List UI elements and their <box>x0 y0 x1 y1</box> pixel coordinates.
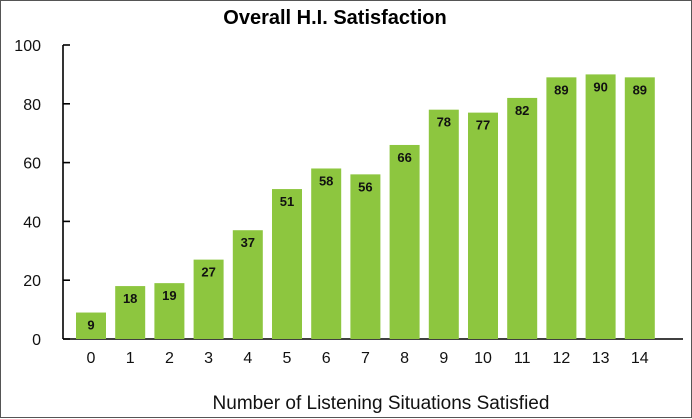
y-tick-label: 40 <box>23 214 41 231</box>
bar <box>546 77 577 339</box>
bar <box>311 168 342 339</box>
bar <box>193 259 224 339</box>
x-tick-label: 1 <box>126 350 135 367</box>
bar <box>389 144 420 339</box>
data-label: 51 <box>280 194 294 209</box>
data-label: 27 <box>201 265 215 280</box>
bar <box>272 189 302 339</box>
y-tick-label: 20 <box>23 273 41 290</box>
data-label: 66 <box>397 150 411 165</box>
data-label: 58 <box>319 173 333 188</box>
bar <box>507 97 538 339</box>
bar <box>232 230 263 339</box>
data-label: 78 <box>437 115 451 130</box>
bar <box>585 74 616 340</box>
data-label: 37 <box>241 235 255 250</box>
data-label: 77 <box>476 118 490 133</box>
x-axis-label: Number of Listening Situations Satisfied <box>213 393 550 414</box>
y-tick-label: 100 <box>14 38 41 55</box>
bar <box>624 77 655 339</box>
data-label: 56 <box>358 179 372 194</box>
bars: 9 18 19 27 37 51 58 56 66 78 77 82 89 90 89 <box>76 74 655 340</box>
data-label: 9 <box>87 318 94 333</box>
x-tick-label: 5 <box>283 350 292 367</box>
x-tick-label: 9 <box>439 350 448 367</box>
x-tick-label: 8 <box>400 350 409 367</box>
x-ticks: 0 1 2 3 4 5 6 7 8 9 10 11 12 13 14 <box>87 350 649 367</box>
x-tick-label: 13 <box>592 350 610 367</box>
data-label: 19 <box>162 288 176 303</box>
x-tick-label: 6 <box>322 350 331 367</box>
data-label: 89 <box>554 82 568 97</box>
x-tick-label: 11 <box>514 350 531 367</box>
x-tick-label: 10 <box>474 350 492 367</box>
bar <box>428 109 459 340</box>
data-label: 89 <box>633 82 647 97</box>
bar <box>350 174 381 339</box>
y-tick-label: 60 <box>23 156 41 173</box>
x-tick-label: 4 <box>243 350 252 367</box>
y-tick-label: 80 <box>23 97 41 114</box>
x-tick-label: 0 <box>87 350 96 367</box>
x-tick-label: 14 <box>631 350 649 367</box>
data-label: 82 <box>515 103 529 118</box>
bar <box>468 112 498 340</box>
x-tick-label: 2 <box>165 350 174 367</box>
data-label: 18 <box>123 291 137 306</box>
x-tick-label: 7 <box>361 350 370 367</box>
bar <box>115 286 146 339</box>
y-tick-label: 0 <box>32 332 41 349</box>
data-label: 90 <box>593 79 607 94</box>
y-ticks: 0 20 40 60 80 100 <box>14 38 70 349</box>
x-tick-label: 3 <box>204 350 213 367</box>
x-tick-label: 12 <box>553 350 571 367</box>
bar <box>154 283 185 339</box>
chart-title: Overall H.I. Satisfaction <box>223 7 446 29</box>
bar <box>76 312 106 339</box>
